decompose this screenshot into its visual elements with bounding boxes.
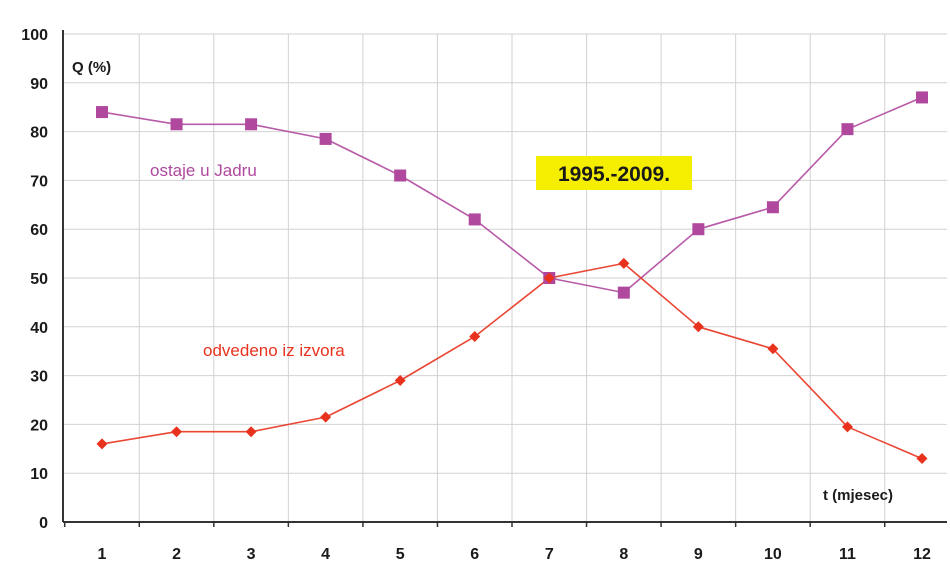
y-tick-label: 30 [30,369,48,386]
data-point-diamond [916,453,928,465]
y-tick-label: 100 [21,27,48,44]
data-point-diamond [469,331,481,343]
x-tick-label: 2 [172,546,181,563]
data-point-square [916,91,928,104]
data-point-diamond [692,321,704,333]
data-point-square [692,223,705,236]
data-point-square [766,201,779,214]
x-tick-label: 7 [545,546,554,563]
data-point-diamond [245,426,257,438]
x-tick-label: 11 [839,546,856,563]
data-point-square [319,132,332,145]
series-label-ostaje-u-jadru: ostaje u Jadru [150,161,257,180]
chart-labels: Q (%) t (mjesec) ostaje u Jadru odvedeno… [72,59,893,504]
series-markers [96,91,928,465]
y-tick-label: 90 [30,76,48,93]
x-tick-label: 6 [470,546,479,563]
x-tick-label: 12 [913,546,931,563]
y-tick-label: 20 [30,417,48,434]
x-tick-label: 5 [396,546,405,563]
data-point-diamond [394,374,406,386]
data-point-diamond [841,421,853,433]
x-tick-label: 4 [321,546,330,563]
data-point-diamond [543,272,555,284]
period-annotation: 1995.-2009. [558,163,670,186]
x-axis-title: t (mjesec) [823,487,893,504]
series-lines [101,96,923,460]
series-line-odvedeno-iz-izvora [101,262,923,460]
data-point-square [617,286,630,299]
data-point-square [245,118,258,131]
data-point-square [96,106,108,119]
data-point-square [841,123,854,136]
y-tick-label: 10 [30,466,48,483]
y-tick-label: 60 [30,222,48,239]
grid [63,33,947,522]
series-line-ostaje-u-jadru [101,96,923,294]
data-point-diamond [767,343,779,355]
data-point-diamond [320,411,332,423]
data-point-square [468,213,481,226]
y-tick-label: 40 [30,320,48,337]
data-point-diamond [96,438,108,450]
x-tick-label: 1 [98,546,107,563]
data-point-square [170,118,183,131]
x-tick-label: 9 [694,546,703,563]
y-tick-label: 70 [30,173,48,190]
y-tick-label: 80 [30,125,48,142]
series-label-odvedeno-iz-izvora: odvedeno iz izvora [203,341,345,360]
x-tick-label: 8 [619,546,628,563]
y-tick-label: 0 [39,515,48,532]
data-point-diamond [618,257,630,269]
x-tick-label: 10 [764,546,782,563]
x-tick-label: 3 [247,546,256,563]
annotation-highlight [536,156,692,190]
y-tick-label: 50 [30,271,48,288]
data-point-square [394,169,407,182]
data-point-diamond [171,426,183,438]
y-axis-title: Q (%) [72,59,111,76]
